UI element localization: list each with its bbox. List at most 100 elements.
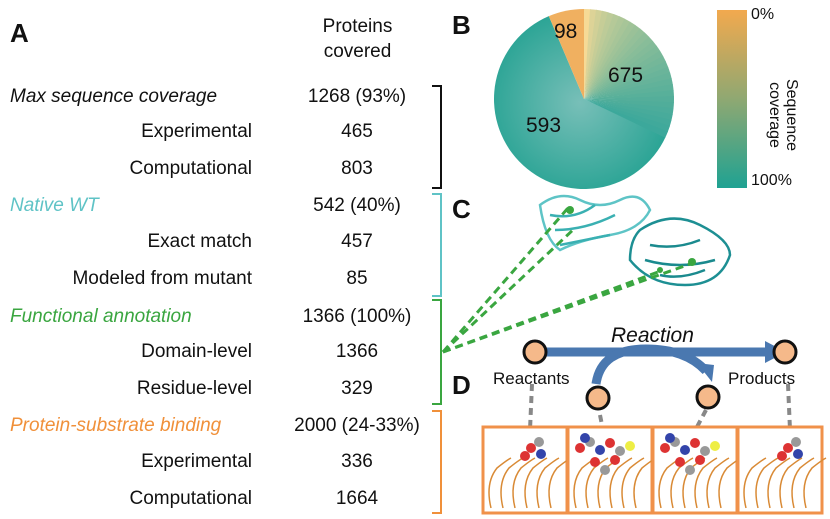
colorbar-title: Sequence coverage xyxy=(766,78,800,152)
row-label: Modeled from mutant xyxy=(72,268,252,289)
ligand-atom xyxy=(695,455,705,465)
ligand-atom xyxy=(700,446,710,456)
ligand-atom xyxy=(575,443,585,453)
protein-ribbon xyxy=(803,457,827,509)
ligand-atom xyxy=(520,451,530,461)
pie-slice-675-segment xyxy=(584,99,670,133)
ligand-atom xyxy=(777,451,787,461)
protein-ribbon xyxy=(500,457,524,509)
row-value: 1664 xyxy=(335,488,379,509)
protein-ribbon xyxy=(670,457,694,509)
ligand-atom xyxy=(625,441,635,451)
panel-label-d: D xyxy=(452,370,471,400)
slice-label-593: 593 xyxy=(526,114,562,137)
panel-label-a: A xyxy=(10,18,29,48)
protein-ribbon xyxy=(779,457,803,509)
slice-label-98: 98 xyxy=(554,20,578,43)
ligand-atom xyxy=(534,437,544,447)
protein-ribbon xyxy=(767,457,791,509)
ligand-atom xyxy=(680,445,690,455)
protein-ribbon xyxy=(609,457,633,509)
binding-frames xyxy=(481,425,827,515)
row-value: 329 xyxy=(341,378,373,399)
protein-ribbon xyxy=(755,457,779,509)
pie-slice-675-segment xyxy=(584,21,636,99)
pie-slice-675-segment xyxy=(584,61,669,99)
section-heading: Protein-substrate binding xyxy=(10,415,222,436)
protein-ribbon xyxy=(706,457,730,509)
ligand-atom xyxy=(536,449,546,459)
row-label: Computational xyxy=(129,158,252,179)
colorbar xyxy=(717,10,747,188)
row-label: Experimental xyxy=(141,451,252,472)
row-value: 465 xyxy=(341,121,373,142)
products-label: Products xyxy=(728,369,796,388)
pie-slice-675-segment xyxy=(584,99,668,138)
pie-slice-98 xyxy=(548,9,584,99)
row-value: 1366 xyxy=(335,341,379,362)
bracket-sequence xyxy=(432,85,442,189)
colorbar-max-label: 100% xyxy=(751,172,792,189)
protein-ribbon xyxy=(524,457,548,509)
reaction-arrows xyxy=(540,344,768,385)
ligand-atom xyxy=(783,443,793,453)
row-value: 542 (40%) xyxy=(313,195,401,216)
section-heading: Functional annotation xyxy=(10,306,192,327)
protein-ribbon xyxy=(536,457,560,509)
pie-slice-675-segment xyxy=(584,55,667,99)
curved-arrow xyxy=(591,344,710,385)
pie-slice-675-segment xyxy=(584,16,626,99)
row-label: Experimental xyxy=(141,121,252,142)
panel-label-c: C xyxy=(452,194,471,224)
row-value: 85 xyxy=(346,268,368,289)
row-label: Domain-level xyxy=(141,341,252,362)
ligand-atom xyxy=(526,443,536,453)
ligand-atom xyxy=(791,437,801,447)
ligand-atom xyxy=(690,438,700,448)
row-value: 2000 (24-33%) xyxy=(294,415,420,436)
pie-slice-675-segment xyxy=(584,84,674,99)
bracket-functional xyxy=(432,299,442,405)
reactants-label: Reactants xyxy=(493,369,570,388)
ligand-atom xyxy=(615,446,625,456)
protein-ribbon xyxy=(743,457,767,509)
pie-chart xyxy=(493,9,675,189)
bracket-native xyxy=(432,193,442,297)
row-value: 1366 (100%) xyxy=(302,306,412,327)
ligand-atom xyxy=(685,465,695,475)
pie-slice-675-segment xyxy=(584,24,641,99)
pie-slice-675-segment xyxy=(584,66,671,99)
pie-slice-675-segment xyxy=(584,28,645,100)
protein-ribbon xyxy=(621,457,645,509)
protein-ribbon xyxy=(512,457,536,509)
pie-slice-675-segment xyxy=(584,96,675,103)
row-value: 1268 (93%) xyxy=(307,86,407,107)
link-lines xyxy=(441,207,691,354)
ligand-atom xyxy=(675,457,685,467)
binding-frame xyxy=(481,425,569,515)
pie-slice-675-segment xyxy=(584,13,620,99)
pie-slice-675-segment xyxy=(584,40,657,99)
row-value: 457 xyxy=(341,231,373,252)
reaction-nodes xyxy=(522,339,798,411)
ligand-atom xyxy=(595,445,605,455)
row-label: Residue-level xyxy=(136,378,252,399)
slice-label-675: 675 xyxy=(608,64,644,87)
arrowhead-icon xyxy=(697,363,714,382)
ligand-atom xyxy=(605,438,615,448)
row-value: 803 xyxy=(341,158,373,179)
pie-slice-675-segment xyxy=(584,36,654,99)
protein-ribbon xyxy=(694,457,718,509)
pie-slice-675-segment xyxy=(584,32,650,99)
pie-slice-675-segment xyxy=(584,72,672,99)
table-header: Proteins covered xyxy=(322,16,393,62)
ligand-atom xyxy=(610,455,620,465)
pie-slice-675-segment xyxy=(584,90,674,99)
pie-slice-675-segment xyxy=(584,45,661,99)
pie-slice-675-segment xyxy=(584,18,631,100)
protein-ribbon xyxy=(488,457,512,509)
protein-ribbon xyxy=(585,457,609,509)
protein-ribbon xyxy=(791,457,815,509)
protein-structure-icon xyxy=(538,194,732,287)
